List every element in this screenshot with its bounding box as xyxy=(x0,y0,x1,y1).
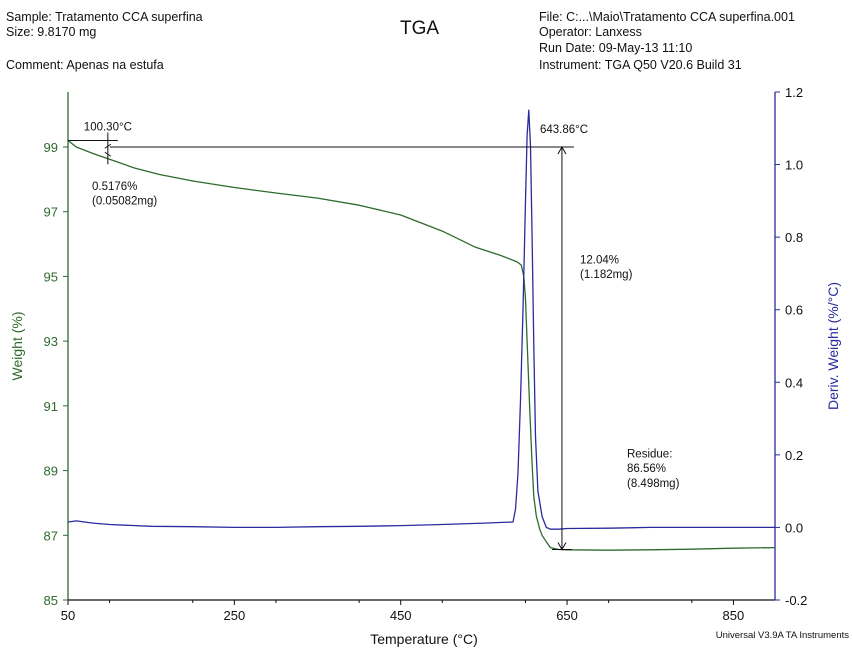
y-left-tick-label: 91 xyxy=(44,399,58,414)
y-right-tick-label: 0.6 xyxy=(785,303,803,318)
y-left-tick-label: 93 xyxy=(44,334,58,349)
y-right-tick-label: 1.2 xyxy=(785,85,803,100)
residue-pct-label: 86.56% xyxy=(627,463,666,475)
footer-label: Universal V3.9A TA Instruments xyxy=(716,630,849,641)
annotations-group: 100.30°C 0.5176% (0.05082mg) 643.86°C 12.04%… xyxy=(68,122,680,551)
peak-temp-label: 643.86°C xyxy=(540,124,588,136)
x-tick-label: 250 xyxy=(224,608,246,623)
step2-pct-label: 12.04% xyxy=(580,254,619,266)
step2-arrow-head-top xyxy=(557,145,567,155)
residue-title-label: Residue: xyxy=(627,449,672,461)
file-label: File: C:...\Maio\Tratamento CCA superfin… xyxy=(539,10,795,24)
step1-arrow-heads xyxy=(104,143,112,157)
y-left-tick-label: 95 xyxy=(44,269,58,284)
sample-label: Sample: Tratamento CCA superfina xyxy=(6,10,203,24)
step1-pct-label: 0.5176% xyxy=(92,181,137,193)
comment-label: Comment: Apenas na estufa xyxy=(6,58,164,72)
step2-mg-label: (1.182mg) xyxy=(580,269,633,281)
x-tick-label: 650 xyxy=(556,608,578,623)
y-axis-label-left: Weight (%) xyxy=(9,312,25,381)
y-left-tick-label: 85 xyxy=(44,593,58,608)
y-left-tick-label: 99 xyxy=(44,140,58,155)
operator-label: Operator: Lanxess xyxy=(539,25,642,39)
y-axis-label-right: Deriv. Weight (%/°C) xyxy=(825,282,841,410)
y-left-tick-label: 87 xyxy=(44,528,58,543)
y-right-tick-label: 0.8 xyxy=(785,230,803,245)
residue-mg-label: (8.498mg) xyxy=(627,478,680,490)
y-right-tick-label: 0.2 xyxy=(785,448,803,463)
x-tick-label: 450 xyxy=(390,608,412,623)
x-tick-label: 50 xyxy=(61,608,75,623)
y-right-tick-label: 1.0 xyxy=(785,158,803,173)
step1-mg-label: (0.05082mg) xyxy=(92,195,157,207)
y-left-tick-label: 89 xyxy=(44,464,58,479)
y-left-tick-label: 97 xyxy=(44,205,58,220)
instrument-label: Instrument: TGA Q50 V20.6 Build 31 xyxy=(539,58,742,72)
deriv-weight-curve xyxy=(67,109,775,530)
chart-title: TGA xyxy=(400,18,440,39)
axes-group: 50 250 450 650 850 85 87 89 91 93 95 97 99 -0.2 0.0 0.2… xyxy=(44,85,808,623)
size-label: Size: 9.8170 mg xyxy=(6,25,97,39)
run-date-label: Run Date: 09-May-13 11:10 xyxy=(539,41,693,55)
x-tick-label: 850 xyxy=(723,608,745,623)
y-right-tick-label: 0.4 xyxy=(785,375,803,390)
y-right-tick-label: -0.2 xyxy=(785,593,807,608)
x-axis-label: Temperature (°C) xyxy=(370,631,478,647)
y-right-tick-label: 0.0 xyxy=(785,520,803,535)
onset-temp-label: 100.30°C xyxy=(84,122,132,134)
